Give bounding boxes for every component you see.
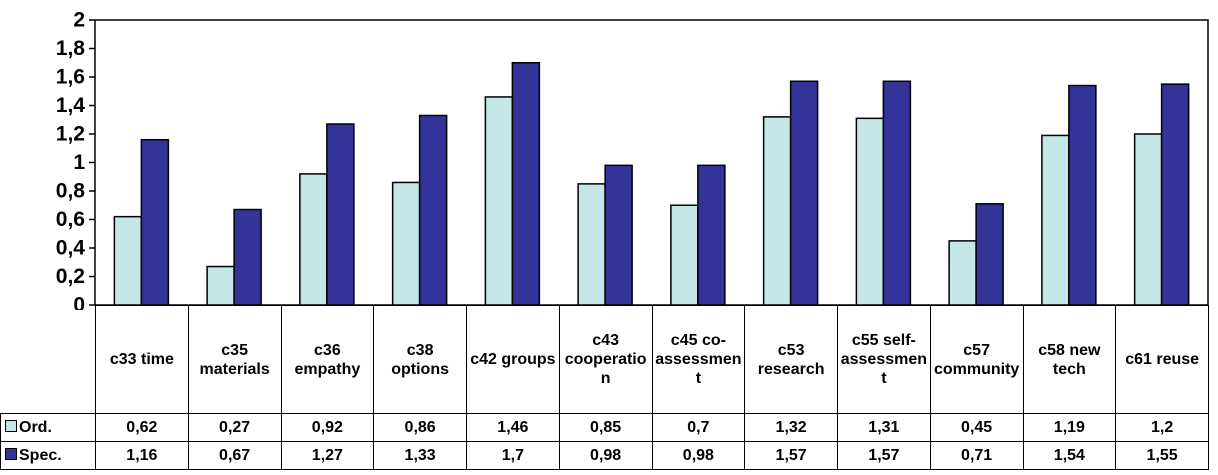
value-label: 1,57 — [744, 441, 838, 470]
value-label: 0,7 — [651, 413, 746, 442]
value-label: 0,27 — [187, 413, 282, 442]
category-label: c53 research — [744, 305, 838, 414]
category-label: c33 time — [95, 305, 189, 414]
bar — [975, 203, 1004, 306]
bar — [233, 208, 262, 306]
corner — [1, 306, 96, 414]
bar — [577, 183, 606, 306]
bar — [697, 164, 726, 306]
value-label: 0,98 — [558, 441, 653, 470]
value-label: 0,85 — [558, 413, 653, 442]
value-label: 1,57 — [837, 441, 931, 470]
bar — [762, 116, 792, 306]
category-label: c45 co-assessment — [651, 305, 746, 414]
data-table: c33 time c35 materials c36 empathy c38 opti… — [0, 305, 1209, 470]
bar — [948, 240, 977, 306]
bar — [1068, 84, 1097, 306]
value-label: 1,2 — [1115, 413, 1209, 442]
y-tick-label: 0,4 — [56, 237, 86, 260]
y-tick-label: 1,8 — [56, 37, 86, 60]
value-label: 0,92 — [280, 413, 375, 442]
legend-entry: Spec. — [0, 441, 96, 470]
value-label: 1,54 — [1022, 441, 1117, 470]
category-label: c57 community — [929, 305, 1024, 414]
bar — [140, 138, 170, 306]
bar — [299, 173, 328, 306]
bar — [604, 164, 633, 306]
category-label: c42 groups — [466, 305, 560, 414]
bar — [1160, 83, 1190, 306]
series-row: Spec. 1,16 0,67 1,27 1,33 1,7 0,98 0,98 1,57 1,57… — [0, 441, 1209, 470]
legend-swatch — [5, 420, 17, 432]
legend-swatch — [5, 448, 17, 460]
legend-label: Spec. — [19, 447, 62, 464]
value-label: 0,98 — [651, 441, 746, 470]
bar — [391, 181, 421, 306]
y-tick-label: 2 — [73, 9, 85, 32]
category-label: c35 materials — [187, 305, 282, 414]
value-label: 1,19 — [1022, 413, 1117, 442]
bar — [113, 215, 143, 306]
value-label: 0,45 — [929, 413, 1024, 442]
value-label: 0,62 — [95, 413, 189, 442]
category-label: c43 cooperation — [558, 305, 653, 414]
bar — [1041, 134, 1070, 306]
legend-entry: Ord. — [0, 413, 96, 442]
category-label: c55 self-assessment — [837, 305, 931, 414]
plot-area — [94, 19, 1209, 306]
bar — [418, 114, 448, 306]
category-label: c61 reuse — [1115, 305, 1209, 414]
value-label: 1,7 — [466, 441, 560, 470]
value-label: 0,86 — [373, 413, 467, 442]
y-tick-label: 1,4 — [56, 94, 86, 117]
category-label: c38 options — [373, 305, 467, 414]
bar — [511, 62, 541, 306]
bar — [1133, 133, 1163, 306]
category-row: c33 time c35 materials c36 empathy c38 opti… — [1, 305, 1209, 414]
y-tick-label: 1 — [73, 151, 85, 174]
bar — [789, 80, 819, 306]
category-label: c36 empathy — [280, 305, 375, 414]
bar — [882, 80, 912, 306]
bar — [670, 204, 699, 306]
series-row: Ord. 0,62 0,27 0,92 0,86 1,46 0,85 0,7 1,32 1,31 0… — [0, 413, 1209, 442]
value-label: 0,71 — [929, 441, 1024, 470]
value-label: 1,46 — [466, 413, 560, 442]
value-label: 1,55 — [1115, 441, 1209, 470]
bar — [206, 265, 235, 306]
value-label: 1,33 — [373, 441, 467, 470]
value-label: 1,27 — [280, 441, 375, 470]
y-tick-label: 1,2 — [56, 123, 85, 146]
bar — [855, 117, 885, 306]
value-label: 1,31 — [837, 413, 931, 442]
category-label: c58 new tech — [1022, 305, 1117, 414]
y-tick-label: 0,6 — [56, 208, 85, 231]
bar — [326, 123, 355, 306]
y-tick-label: 0,8 — [56, 180, 86, 203]
value-label: 0,67 — [187, 441, 282, 470]
y-tick-label: 1,6 — [56, 66, 85, 89]
y-tick-label: 0 — [73, 294, 85, 310]
chart: 0 0,2 0,4 0,6 0,8 1 1,2 1,4 1,6 1,8 2 — [56, 9, 1209, 310]
value-label: 1,16 — [95, 441, 189, 470]
y-tick-label: 0,2 — [56, 265, 85, 288]
value-label: 1,32 — [744, 413, 838, 442]
legend-label: Ord. — [19, 419, 52, 436]
bar — [484, 96, 514, 306]
